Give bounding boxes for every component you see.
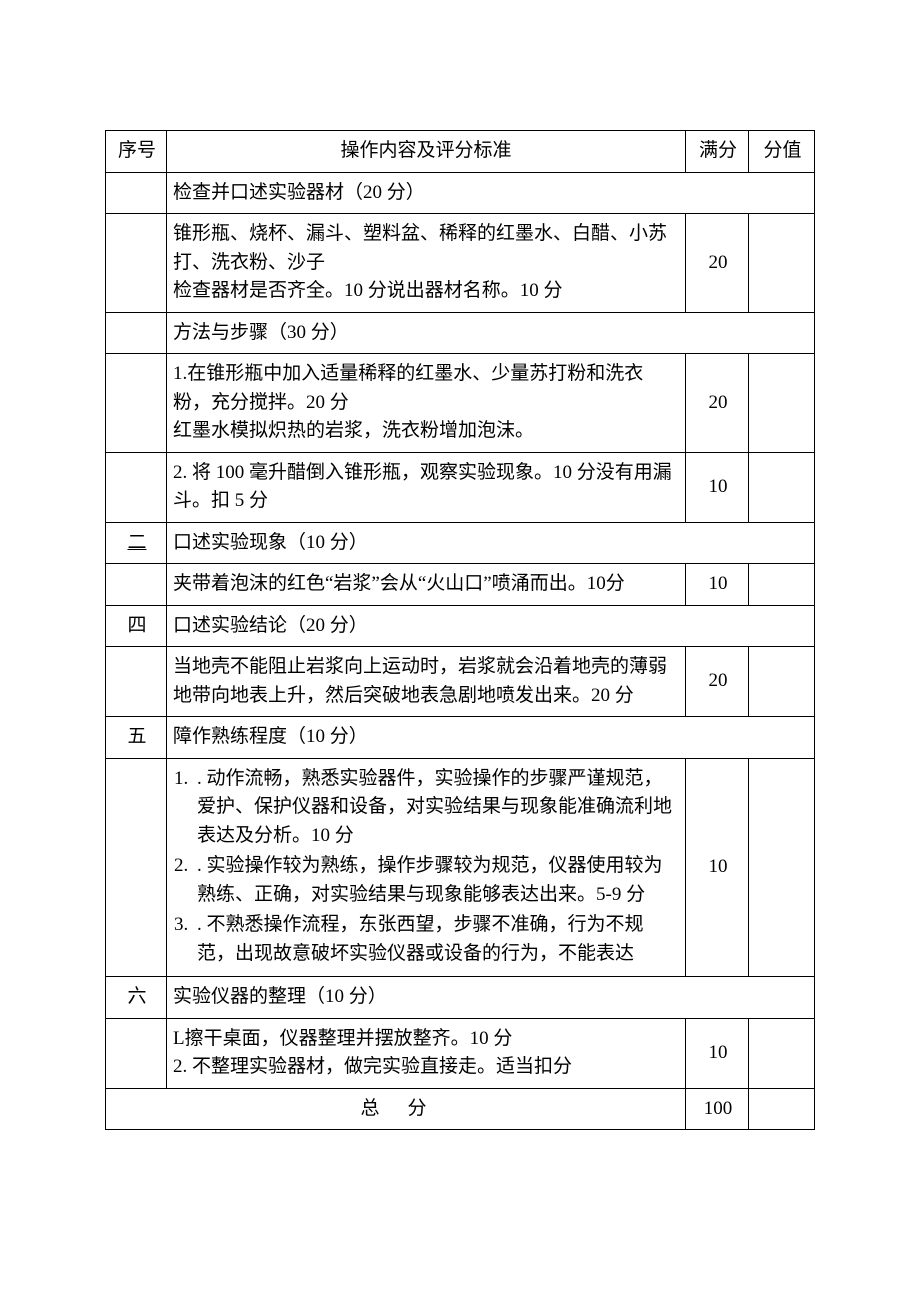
scoring-table: 序号 操作内容及评分标准 满分 分值 检查并口述实验器材（20 分） 锥形瓶、烧… <box>105 130 815 1130</box>
table-row: 夹带着泡沫的红色“岩浆”会从“火山口”喷涌而出。10分 10 <box>106 564 815 606</box>
section-title: 口述实验结论（20 分） <box>167 605 815 647</box>
row-value <box>749 647 815 717</box>
col-manfen-header: 满分 <box>686 131 749 173</box>
section-seq: 六 <box>106 977 167 1019</box>
table-row: 2. 将 100 毫升醋倒入锥形瓶，观察实验现象。10 分没有用漏斗。扣 5 分… <box>106 452 815 522</box>
col-fenzhi-header: 分值 <box>749 131 815 173</box>
row-score: 20 <box>686 354 749 453</box>
proficiency-list: . 动作流畅，熟悉实验器件，实验操作的步骤严谨规范，爱护、保护仪器和设备，对实验… <box>173 765 679 969</box>
row-content: 2. 将 100 毫升醋倒入锥形瓶，观察实验现象。10 分没有用漏斗。扣 5 分 <box>167 452 686 522</box>
row-value <box>749 758 815 977</box>
row-score: 10 <box>686 564 749 606</box>
row-seq <box>106 647 167 717</box>
row-content: 锥形瓶、烧杯、漏斗、塑料盆、稀释的红墨水、白醋、小苏打、洗衣粉、沙子检查器材是否… <box>167 214 686 313</box>
row-seq <box>106 564 167 606</box>
row-seq <box>106 354 167 453</box>
list-item: . 动作流畅，熟悉实验器件，实验操作的步骤严谨规范，爱护、保护仪器和设备，对实验… <box>193 765 679 851</box>
row-score: 20 <box>686 214 749 313</box>
total-empty <box>749 1088 815 1130</box>
row-score: 10 <box>686 758 749 977</box>
section-title: 方法与步骤（30 分） <box>167 312 815 354</box>
section-header-row: 二 口述实验现象（10 分） <box>106 522 815 564</box>
section-title: 障作熟练程度（10 分） <box>167 717 815 759</box>
section-title: 实验仪器的整理（10 分） <box>167 977 815 1019</box>
section-seq <box>106 172 167 214</box>
row-content: 1.在锥形瓶中加入适量稀释的红墨水、少量苏打粉和洗衣粉，充分搅拌。20 分红墨水… <box>167 354 686 453</box>
row-score: 20 <box>686 647 749 717</box>
row-content: L擦干桌面，仪器整理并摆放整齐。10 分2. 不整理实验器材，做完实验直接走。适… <box>167 1018 686 1088</box>
row-seq <box>106 758 167 977</box>
col-seq-header: 序号 <box>106 131 167 173</box>
row-seq <box>106 452 167 522</box>
list-item: . 不熟悉操作流程，东张西望，步骤不准确，行为不规范，出现故意破坏实验仪器或设备… <box>193 911 679 968</box>
row-content: 夹带着泡沫的红色“岩浆”会从“火山口”喷涌而出。10分 <box>167 564 686 606</box>
row-content: 当地壳不能阻止岩浆向上运动时，岩浆就会沿着地壳的薄弱地带向地表上升，然后突破地表… <box>167 647 686 717</box>
row-content-list: . 动作流畅，熟悉实验器件，实验操作的步骤严谨规范，爱护、保护仪器和设备，对实验… <box>167 758 686 977</box>
section-seq: 五 <box>106 717 167 759</box>
section-title: 检查并口述实验器材（20 分） <box>167 172 815 214</box>
section-title: 口述实验现象（10 分） <box>167 522 815 564</box>
section-seq <box>106 312 167 354</box>
section-header-row: 四 口述实验结论（20 分） <box>106 605 815 647</box>
row-value <box>749 214 815 313</box>
section-header-row: 检查并口述实验器材（20 分） <box>106 172 815 214</box>
total-row: 总分 100 <box>106 1088 815 1130</box>
table-row: 当地壳不能阻止岩浆向上运动时，岩浆就会沿着地壳的薄弱地带向地表上升，然后突破地表… <box>106 647 815 717</box>
table-row: . 动作流畅，熟悉实验器件，实验操作的步骤严谨规范，爱护、保护仪器和设备，对实验… <box>106 758 815 977</box>
row-seq <box>106 1018 167 1088</box>
section-header-row: 五 障作熟练程度（10 分） <box>106 717 815 759</box>
table-row: 1.在锥形瓶中加入适量稀释的红墨水、少量苏打粉和洗衣粉，充分搅拌。20 分红墨水… <box>106 354 815 453</box>
section-seq: 四 <box>106 605 167 647</box>
row-score: 10 <box>686 452 749 522</box>
list-item: . 实验操作较为熟练，操作步骤较为规范，仪器使用较为熟练、正确，对实验结果与现象… <box>193 852 679 909</box>
table-row: L擦干桌面，仪器整理并摆放整齐。10 分2. 不整理实验器材，做完实验直接走。适… <box>106 1018 815 1088</box>
section-header-row: 方法与步骤（30 分） <box>106 312 815 354</box>
row-score: 10 <box>686 1018 749 1088</box>
row-value <box>749 354 815 453</box>
col-content-header: 操作内容及评分标准 <box>167 131 686 173</box>
row-value <box>749 564 815 606</box>
row-value <box>749 452 815 522</box>
section-seq: 二 <box>106 522 167 564</box>
section-header-row: 六 实验仪器的整理（10 分） <box>106 977 815 1019</box>
row-seq <box>106 214 167 313</box>
row-value <box>749 1018 815 1088</box>
table-header-row: 序号 操作内容及评分标准 满分 分值 <box>106 131 815 173</box>
table-row: 锥形瓶、烧杯、漏斗、塑料盆、稀释的红墨水、白醋、小苏打、洗衣粉、沙子检查器材是否… <box>106 214 815 313</box>
total-label: 总分 <box>106 1088 686 1130</box>
total-value: 100 <box>686 1088 749 1130</box>
